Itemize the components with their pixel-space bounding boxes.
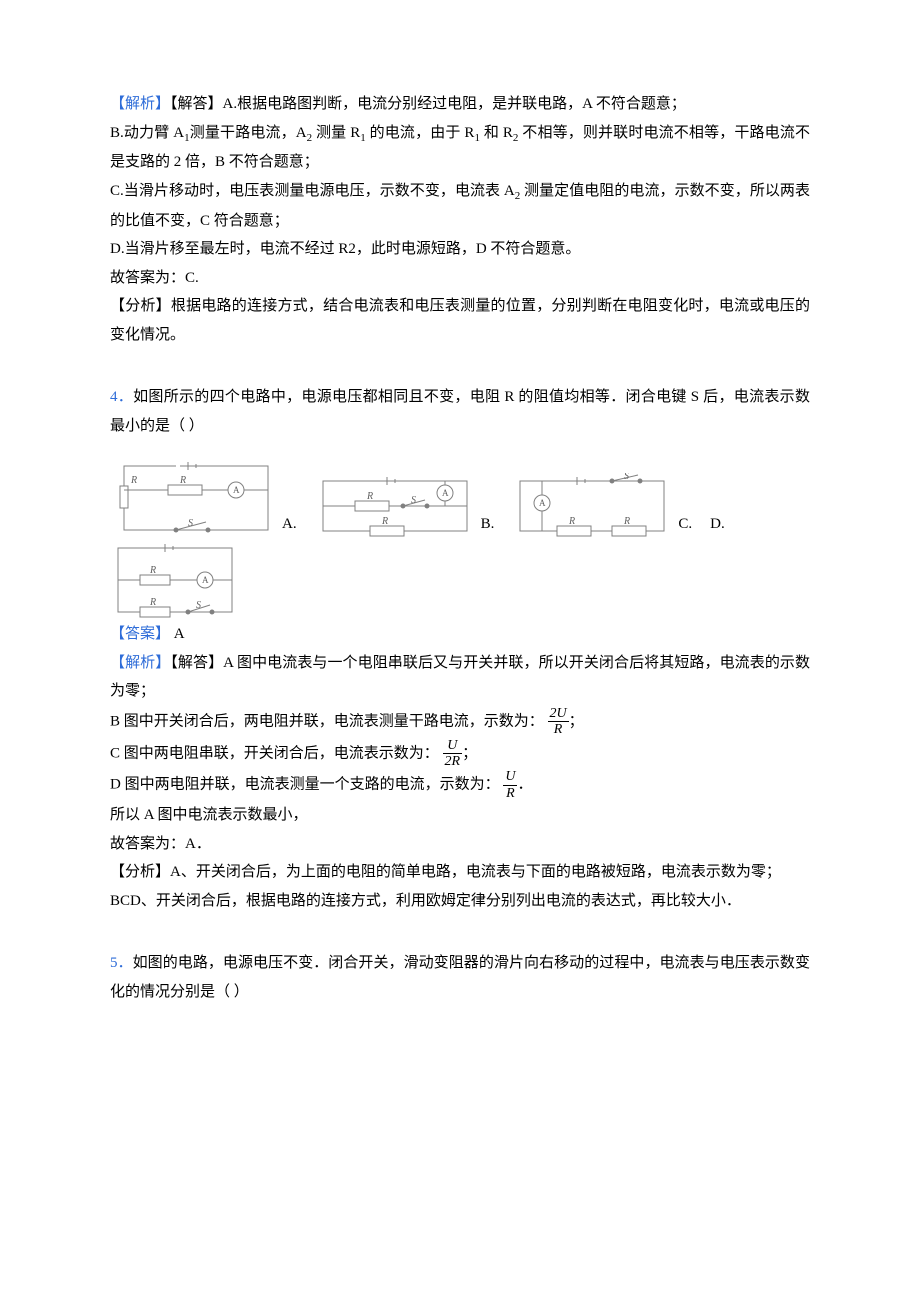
q4-expl-b: B 图中开关闭合后，两电阻并联，电流表测量干路电流，示数为： 2UR； xyxy=(110,706,810,738)
circuit-d-s-label: S xyxy=(196,600,201,611)
q4-expl-c-pre: C 图中两电阻串联，开关闭合后，电流表示数为： xyxy=(110,745,439,761)
q4-expl-b-pre: B 图中开关闭合后，两电阻并联，电流表测量干路电流，示数为： xyxy=(110,713,544,729)
q5-stem-text: 如图的电路，电源电压不变．闭合开关，滑动变阻器的滑片向右移动的过程中，电流表与电… xyxy=(110,955,810,1000)
frac-c-num: U xyxy=(443,738,463,754)
q4-number: 4． xyxy=(110,389,133,405)
question-4: 4．如图所示的四个电路中，电源电压都相同且不变，电阻 R 的阻值均相等．闭合电键… xyxy=(110,383,810,915)
circuit-b-s-label: S xyxy=(411,495,416,506)
circuit-a-svg: R R A S xyxy=(116,458,276,538)
q4-answer: 【答案】 A xyxy=(110,620,810,649)
q4-answer-val: A xyxy=(170,626,185,642)
circuit-b-a-label: A xyxy=(442,488,449,498)
q4-options: R R A S A. xyxy=(110,458,810,538)
q4-analysis-label: 【解析】 xyxy=(110,655,170,671)
q5-number: 5． xyxy=(110,955,133,971)
q4-expl-b-post: ； xyxy=(569,713,584,729)
frac-d-den: R xyxy=(503,786,517,801)
s1-c-1: C.当滑片移动时，电压表测量电源电压，示数不变，电流表 A xyxy=(110,183,515,199)
circuit-b-r1-label: R xyxy=(366,491,373,502)
s1-b-5: 和 R xyxy=(480,125,513,141)
frac-c-den: 2R xyxy=(443,754,463,769)
question-5: 5．如图的电路，电源电压不变．闭合开关，滑动变阻器的滑片向右移动的过程中，电流表… xyxy=(110,949,810,1006)
s1-fenxi: 【分析】根据电路的连接方式，结合电流表和电压表测量的位置，分别判断在电阻变化时，… xyxy=(110,292,810,349)
fraction-2u-r: 2UR xyxy=(548,706,569,738)
q4-expl-d-pre: D 图中两电阻并联，电流表测量一个支路的电流，示数为： xyxy=(110,777,500,793)
q4-expl-a: 【解析】【解答】A 图中电流表与一个电阻串联后又与开关并联，所以开关闭合后将其短… xyxy=(110,649,810,706)
fraction-u-2r: U2R xyxy=(443,738,463,770)
q4-method-label: 【解答】 xyxy=(170,655,223,671)
q4-stem: 4．如图所示的四个电路中，电源电压都相同且不变，电阻 R 的阻值均相等．闭合电键… xyxy=(110,383,810,440)
q4-answer-label: 【答案】 xyxy=(110,626,170,642)
q5-stem: 5．如图的电路，电源电压不变．闭合开关，滑动变阻器的滑片向右移动的过程中，电流表… xyxy=(110,949,810,1006)
opt-a-letter: A. xyxy=(282,510,297,539)
circuit-b-svg: R S A R xyxy=(315,473,475,538)
q4-expl-c-post: ； xyxy=(462,745,477,761)
q4-fenxi-bcd: BCD、开关闭合后，根据电路的连接方式，利用欧姆定律分别列出电流的表达式，再比较… xyxy=(110,887,810,916)
q4-expl-d-post: ． xyxy=(517,777,532,793)
method-label: 【解答】 xyxy=(170,96,223,112)
circuit-c-r1-label: R xyxy=(568,516,575,527)
circuit-d-r2-label: R xyxy=(149,597,156,608)
circuit-a-a-label: A xyxy=(233,485,240,495)
frac-d-num: U xyxy=(503,769,517,785)
q4-expl-d: D 图中两电阻并联，电流表测量一个支路的电流，示数为： UR． xyxy=(110,769,810,801)
q4-opt-b: R S A R B. xyxy=(315,473,513,538)
q4-opt-c: A S R R C. xyxy=(512,473,710,538)
circuit-d-svg: R A R S xyxy=(110,540,240,620)
q4-opt-a: R R A S A. xyxy=(110,458,315,538)
circuit-a-r2-label: R xyxy=(179,475,186,486)
s1-line-a: 【解析】【解答】A.根据电路图判断，电流分别经过电阻，是并联电路，A 不符合题意… xyxy=(110,90,810,119)
q4-stem-text: 如图所示的四个电路中，电源电压都相同且不变，电阻 R 的阻值均相等．闭合电键 S… xyxy=(110,389,810,434)
circuit-d-r1-label: R xyxy=(149,565,156,576)
fraction-u-r: UR xyxy=(503,769,517,801)
q4-fenxi-label: 【分析】 xyxy=(110,864,170,880)
analysis-label: 【解析】 xyxy=(110,96,170,112)
q4-conc1: 所以 A 图中电流表示数最小， xyxy=(110,801,810,830)
opt-b-letter: B. xyxy=(481,510,495,539)
s1-fenxi-text: 根据电路的连接方式，结合电流表和电压表测量的位置，分别判断在电阻变化时，电流或电… xyxy=(110,298,810,343)
opt-d-letter: D. xyxy=(710,510,725,539)
s1-a-text: A.根据电路图判断，电流分别经过电阻，是并联电路，A 不符合题意； xyxy=(223,96,686,112)
frac-b-den: R xyxy=(548,722,569,737)
s1-line-ans: 故答案为：C. xyxy=(110,264,810,293)
s1-b-4: 的电流，由于 R xyxy=(366,125,475,141)
s1-line-b: B.动力臂 A1测量干路电流，A2 测量 R1 的电流，由于 R1 和 R2 不… xyxy=(110,119,810,177)
circuit-c-svg: A S R R xyxy=(512,473,672,538)
circuit-b-r2-label: R xyxy=(381,516,388,527)
s1-line-d: D.当滑片移至最左时，电流不经过 R2，此时电源短路，D 不符合题意。 xyxy=(110,235,810,264)
q4-fenxi-a-text: A、开关闭合后，为上面的电阻的简单电路，电流表与下面的电路被短路，电流表示数为零… xyxy=(170,864,781,880)
s1-line-c: C.当滑片移动时，电压表测量电源电压，示数不变，电流表 A2 测量定值电阻的电流… xyxy=(110,177,810,235)
q4-opt-d: R A R S xyxy=(110,540,810,620)
frac-b-num: 2U xyxy=(548,706,569,722)
q4-expl-c: C 图中两电阻串联，开关闭合后，电流表示数为： U2R； xyxy=(110,738,810,770)
s1-b-2: 测量干路电流，A xyxy=(190,125,307,141)
q4-conc2: 故答案为：A． xyxy=(110,830,810,859)
fenxi-label: 【分析】 xyxy=(110,298,171,314)
q4-fenxi-a: 【分析】A、开关闭合后，为上面的电阻的简单电路，电流表与下面的电路被短路，电流表… xyxy=(110,858,810,887)
circuit-a-s-label: S xyxy=(188,518,193,529)
s1-b-1: B.动力臂 A xyxy=(110,125,184,141)
opt-c-letter: C. xyxy=(678,510,692,539)
circuit-d-a-label: A xyxy=(202,575,209,585)
circuit-c-r2-label: R xyxy=(623,516,630,527)
circuit-a-r1-label: R xyxy=(130,475,137,486)
circuit-c-a-label: A xyxy=(539,498,546,508)
circuit-c-s-label: S xyxy=(624,473,629,482)
s1-b-3: 测量 R xyxy=(312,125,360,141)
